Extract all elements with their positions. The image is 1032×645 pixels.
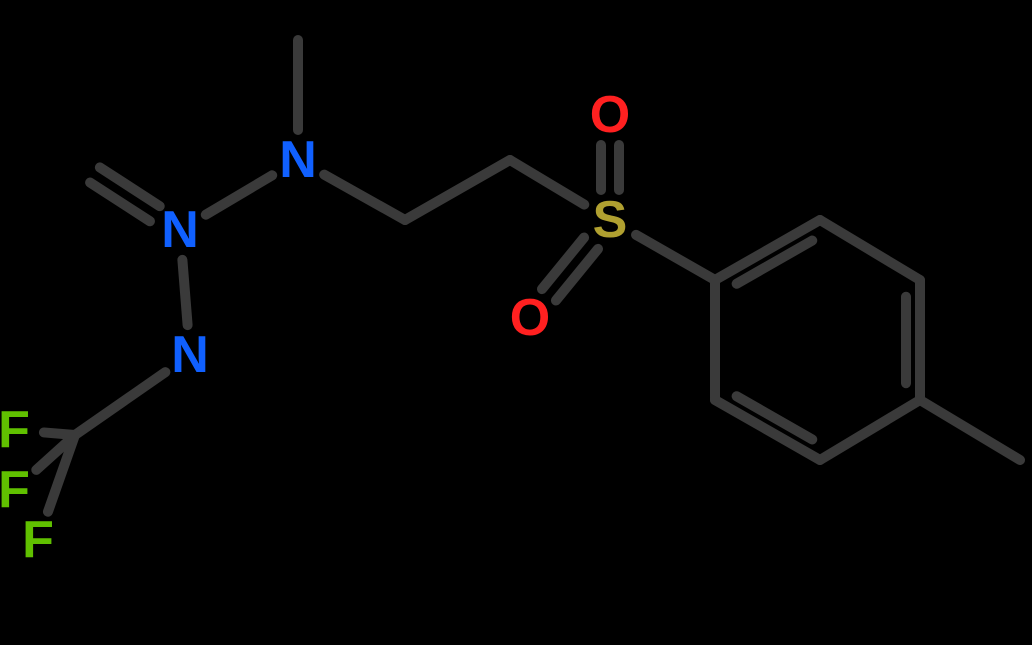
atom-label-N: N bbox=[279, 131, 317, 189]
bond bbox=[510, 160, 584, 205]
bond bbox=[44, 432, 75, 435]
bonds-layer bbox=[36, 40, 1020, 512]
bond bbox=[75, 372, 165, 435]
bond bbox=[206, 175, 272, 214]
atom-label-O: O bbox=[590, 86, 630, 144]
atom-label-S: S bbox=[593, 191, 628, 249]
atom-label-F: F bbox=[0, 401, 30, 459]
bond bbox=[324, 175, 405, 220]
atom-label-F: F bbox=[22, 511, 54, 569]
atom-label-F: F bbox=[0, 461, 30, 519]
labels-layer: SO O N N N FFF bbox=[0, 86, 630, 569]
bond bbox=[820, 400, 920, 460]
bond bbox=[405, 160, 510, 220]
atom-label-N: N bbox=[161, 201, 199, 259]
bond bbox=[820, 220, 920, 280]
molecule-diagram: SO O N N N FFF bbox=[0, 0, 1032, 645]
atom-label-O: O bbox=[510, 289, 550, 347]
bond bbox=[636, 235, 715, 280]
bond bbox=[920, 400, 1020, 460]
atom-label-N: N bbox=[171, 326, 209, 384]
bond bbox=[182, 260, 187, 325]
